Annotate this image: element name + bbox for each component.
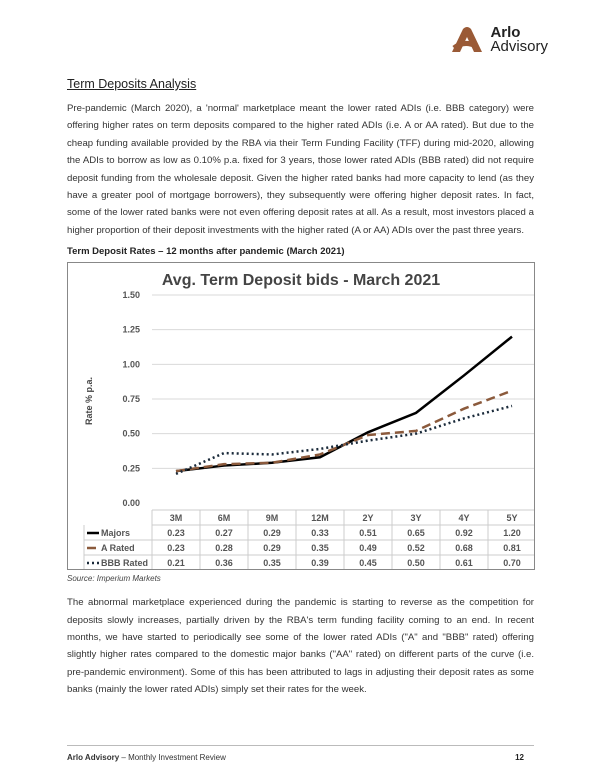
data-table-value: 0.70: [503, 558, 521, 568]
closing-paragraph: The abnormal marketplace experienced dur…: [67, 597, 534, 696]
series-line-bbb-rated: [175, 404, 513, 476]
arlo-advisory-logo: Arlo Advisory: [450, 24, 548, 55]
logo-line2: Advisory: [490, 38, 548, 55]
data-table-value: 0.92: [455, 528, 473, 538]
page-number: 12: [515, 753, 524, 762]
y-tick-label: 0.50: [122, 429, 140, 439]
data-table-value: 0.65: [407, 528, 425, 538]
section-title: Term Deposits Analysis: [67, 77, 197, 91]
data-table-value: 0.61: [455, 558, 473, 568]
x-category-label: 4Y: [458, 513, 469, 523]
data-table-value: 0.35: [311, 543, 329, 553]
footer-brand: Arlo Advisory: [67, 753, 120, 762]
logo-line1: Arlo: [490, 24, 521, 41]
y-tick-label: 1.00: [122, 360, 140, 370]
series-line-a-rated: [175, 389, 513, 473]
legend-label: Majors: [101, 528, 130, 538]
data-table-value: 0.39: [311, 558, 329, 568]
data-table-value: 0.29: [263, 528, 281, 538]
data-table-value: 0.27: [215, 528, 233, 538]
data-table-value: 0.33: [311, 528, 329, 538]
data-table-value: 0.23: [167, 543, 185, 553]
data-table-value: 0.49: [359, 543, 377, 553]
y-tick-label: 0.25: [122, 464, 140, 474]
data-table-value: 0.50: [407, 558, 425, 568]
x-category-label: 3M: [170, 513, 183, 523]
x-category-label: 3Y: [410, 513, 421, 523]
data-table-value: 0.35: [263, 558, 281, 568]
footer-text: Arlo Advisory – Monthly Investment Revie…: [67, 753, 226, 762]
y-tick-label: 0.00: [122, 498, 140, 508]
figure-caption: Term Deposit Rates – 12 months after pan…: [67, 246, 345, 258]
legend-label: BBB Rated: [101, 558, 148, 568]
data-table-value: 0.23: [167, 528, 185, 538]
data-table-value: 0.21: [167, 558, 185, 568]
chart-svg: Avg. Term Deposit bids - March 2021 Rate…: [83, 272, 537, 571]
x-category-label: 2Y: [362, 513, 373, 523]
data-table-value: 0.28: [215, 543, 233, 553]
arlo-logo-icon: [452, 27, 483, 52]
term-deposit-chart: Avg. Term Deposit bids - March 2021 Rate…: [67, 262, 537, 571]
data-table-value: 0.51: [359, 528, 377, 538]
legend-label: A Rated: [101, 543, 135, 553]
x-category-label: 9M: [266, 513, 279, 523]
data-table-value: 0.81: [503, 543, 521, 553]
y-axis-label: Rate % p.a.: [84, 377, 94, 425]
chart-title: Avg. Term Deposit bids - March 2021: [162, 272, 440, 289]
x-category-label: 12M: [311, 513, 329, 523]
series-line-majors: [175, 335, 513, 473]
data-table-value: 0.36: [215, 558, 233, 568]
x-category-label: 5Y: [506, 513, 517, 523]
data-table-value: 0.68: [455, 543, 473, 553]
data-table-value: 0.45: [359, 558, 377, 568]
x-category-label: 6M: [218, 513, 231, 523]
chart-source: Source: Imperium Markets: [67, 574, 161, 584]
data-table-value: 1.20: [503, 528, 521, 538]
y-tick-label: 1.50: [122, 290, 140, 300]
data-table-value: 0.52: [407, 543, 425, 553]
y-tick-label: 1.25: [122, 325, 140, 335]
y-tick-label: 0.75: [122, 394, 140, 404]
intro-paragraph: Pre-pandemic (March 2020), a 'normal' ma…: [67, 103, 534, 236]
data-table-value: 0.29: [263, 543, 281, 553]
footer-publication: – Monthly Investment Review: [119, 753, 226, 762]
footer-divider: [67, 745, 534, 746]
